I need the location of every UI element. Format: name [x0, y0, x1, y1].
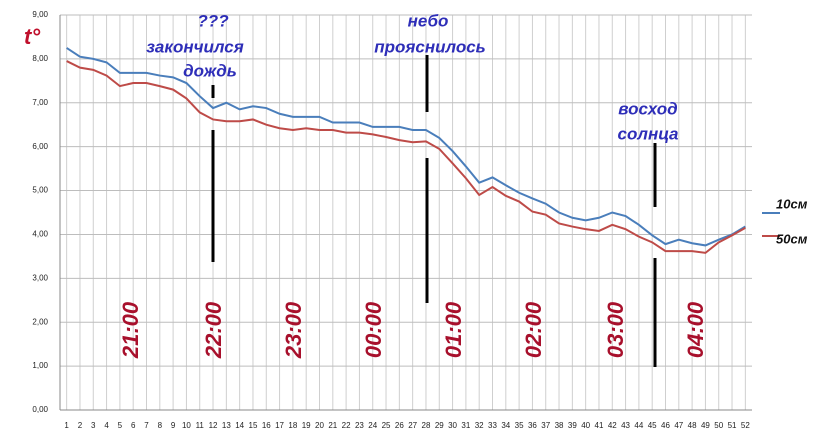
x-tick-label: 32 [475, 421, 484, 430]
y-tick-label: 9,00 [32, 10, 48, 19]
x-tick-label: 50 [714, 421, 723, 430]
x-tick-label: 6 [131, 421, 136, 430]
legend-label: 50см [776, 231, 808, 246]
x-tick-label: 2 [78, 421, 83, 430]
x-tick-label: 37 [541, 421, 550, 430]
x-tick-label: 27 [408, 421, 417, 430]
x-tick-label: 35 [515, 421, 524, 430]
time-label: 23:00 [281, 301, 306, 359]
x-tick-label: 46 [661, 421, 670, 430]
time-label: 21:00 [118, 301, 143, 359]
x-tick-label: 40 [581, 421, 590, 430]
x-tick-label: 25 [382, 421, 391, 430]
event-markers [211, 55, 657, 367]
x-tick-label: 17 [275, 421, 284, 430]
x-tick-label: 5 [118, 421, 123, 430]
x-tick-label: 11 [196, 421, 205, 430]
x-tick-label: 23 [355, 421, 364, 430]
x-tick-label: 33 [488, 421, 497, 430]
time-label: 03:00 [603, 301, 628, 358]
y-tick-label: 4,00 [32, 230, 48, 239]
x-tick-label: 24 [368, 421, 377, 430]
y-tick-label: 1,00 [32, 361, 48, 370]
x-tick-label: 36 [528, 421, 537, 430]
x-tick-label: 9 [171, 421, 176, 430]
time-label: 00:00 [361, 301, 386, 358]
annotation: восход [618, 99, 677, 118]
x-tick-label: 51 [728, 421, 737, 430]
y-tick-label: 0,00 [32, 405, 48, 414]
x-tick-label: 10 [182, 421, 191, 430]
y-tick-label: 7,00 [32, 98, 48, 107]
chart-title: t° [24, 24, 40, 49]
y-tick-label: 5,00 [32, 186, 48, 195]
y-tick-label: 6,00 [32, 142, 48, 151]
x-tick-label: 21 [328, 421, 337, 430]
legend-label: 10см [776, 196, 808, 211]
x-tick-label: 43 [621, 421, 630, 430]
x-tick-label: 26 [395, 421, 404, 430]
y-tick-label: 8,00 [32, 54, 48, 63]
annotation: небо [408, 11, 449, 30]
x-tick-label: 3 [91, 421, 96, 430]
x-tick-label: 31 [461, 421, 470, 430]
y-tick-label: 2,00 [32, 317, 48, 326]
series-line [66, 60, 746, 254]
x-tick-label: 18 [288, 421, 297, 430]
series-line [66, 47, 746, 247]
x-tick-label: 49 [701, 421, 710, 430]
x-tick-label: 41 [595, 421, 604, 430]
time-label: 04:00 [683, 301, 708, 358]
x-tick-label: 44 [634, 421, 643, 430]
x-tick-label: 1 [64, 421, 69, 430]
x-tick-label: 8 [158, 421, 163, 430]
annotation: дождь [183, 61, 237, 80]
x-tick-label: 13 [222, 421, 231, 430]
x-tick-label: 12 [209, 421, 218, 430]
x-tick-label: 16 [262, 421, 271, 430]
x-tick-label: 38 [555, 421, 564, 430]
x-tick-label: 39 [568, 421, 577, 430]
plot [59, 14, 752, 411]
x-tick-label: 45 [648, 421, 657, 430]
time-label: 02:00 [521, 301, 546, 358]
time-label: 22:00 [201, 301, 226, 359]
time-label: 01:00 [441, 301, 466, 358]
x-tick-label: 29 [435, 421, 444, 430]
x-tick-label: 30 [448, 421, 457, 430]
x-tick-label: 7 [144, 421, 149, 430]
x-tick-label: 4 [104, 421, 109, 430]
annotation: закончился [146, 37, 244, 56]
x-tick-label: 15 [249, 421, 258, 430]
x-tick-label: 28 [422, 421, 431, 430]
annotation: прояснилось [374, 37, 486, 56]
x-tick-label: 42 [608, 421, 617, 430]
y-tick-label: 3,00 [32, 273, 48, 282]
x-tick-label: 52 [741, 421, 750, 430]
x-tick-label: 47 [674, 421, 683, 430]
x-tick-label: 34 [501, 421, 510, 430]
x-tick-label: 22 [342, 421, 351, 430]
x-tick-label: 19 [302, 421, 311, 430]
x-tick-label: 48 [688, 421, 697, 430]
annotation: солнца [618, 124, 679, 143]
annotation: ??? [197, 11, 229, 30]
x-tick-label: 20 [315, 421, 324, 430]
x-tick-label: 14 [235, 421, 244, 430]
